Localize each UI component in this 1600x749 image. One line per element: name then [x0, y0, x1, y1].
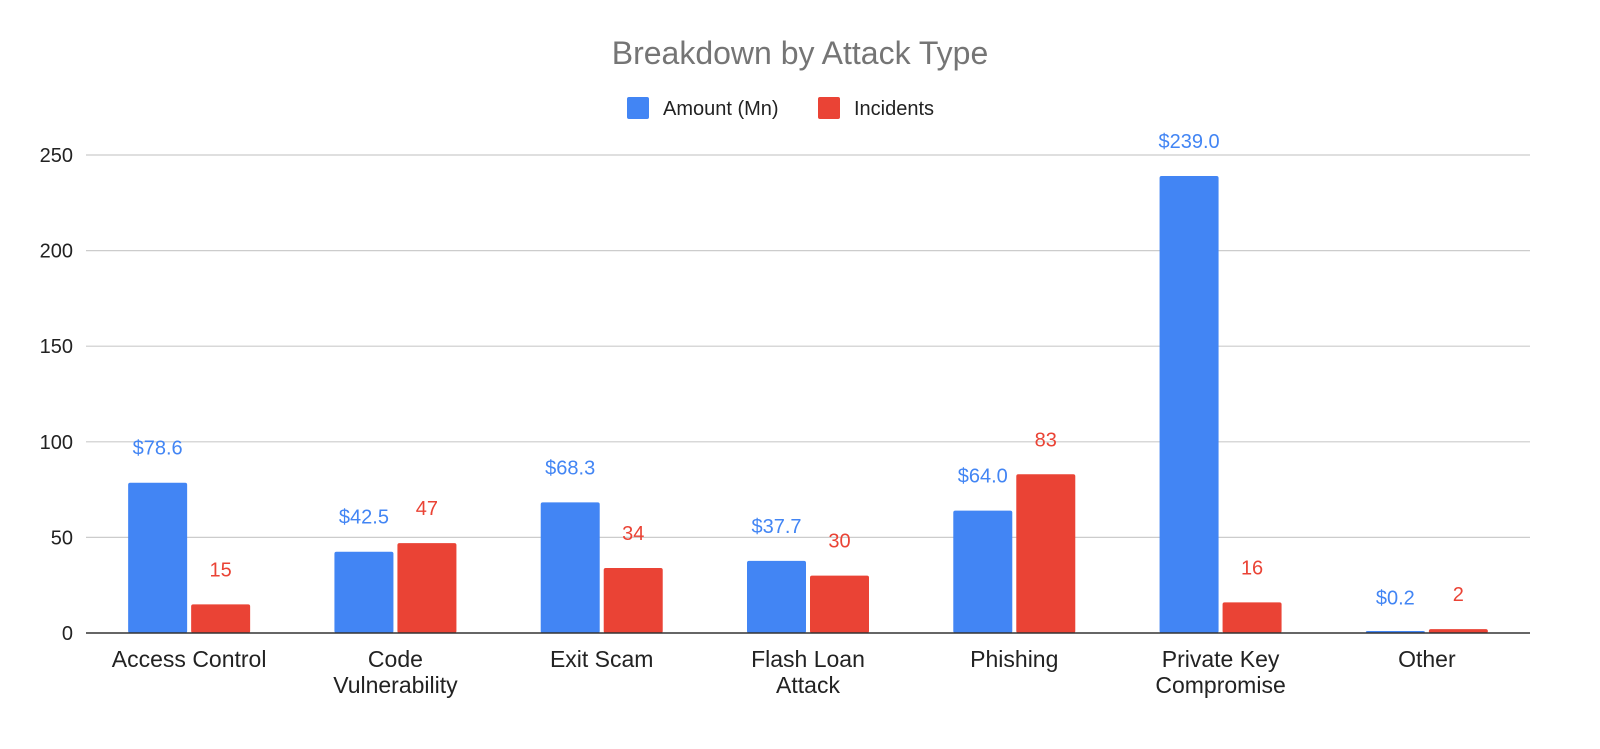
- legend-swatch: [627, 97, 649, 119]
- y-tick-label: 50: [51, 527, 73, 549]
- bar-incidents: [810, 575, 869, 633]
- bar-amount: [953, 510, 1013, 633]
- legend: Amount (Mn) Incidents: [627, 97, 934, 120]
- bar-incidents: [1428, 629, 1488, 633]
- data-label-amount: $78.6: [133, 438, 183, 460]
- legend-swatch: [818, 97, 840, 119]
- bar-incidents: [1016, 474, 1076, 633]
- legend-label: Incidents: [854, 98, 934, 120]
- bar-amount: [334, 551, 394, 633]
- bar-incidents: [603, 567, 663, 633]
- data-label-amount: $42.5: [339, 507, 389, 529]
- y-tick-label: 0: [62, 623, 73, 645]
- bar-incidents: [397, 543, 457, 633]
- x-tick-label-line: Vulnerability: [333, 672, 458, 698]
- data-label-incidents: 15: [210, 559, 232, 581]
- x-tick-label: Phishing: [970, 646, 1058, 672]
- y-tick-label: 200: [40, 241, 73, 263]
- x-tick-label-line: Other: [1398, 646, 1456, 672]
- data-label-amount: $64.0: [958, 466, 1008, 488]
- x-tick-label: Code Vulnerability: [333, 646, 458, 698]
- y-tick-label: 100: [40, 432, 73, 454]
- x-tick-label-line: Attack: [776, 672, 840, 698]
- data-labels: $78.6 15 $42.5 47 $68.3 34 $37.7 30 $64.0 83 $239.…: [133, 131, 1464, 610]
- bar-amount: [1159, 176, 1219, 634]
- x-tick-label-line: Exit Scam: [550, 646, 654, 672]
- y-axis: 0 50 100 150 200 250: [40, 145, 73, 645]
- bar-amount: [128, 482, 188, 633]
- data-label-incidents: 83: [1035, 429, 1057, 451]
- x-tick-label-line: Code: [368, 646, 423, 672]
- x-tick-label: Private Key Compromise: [1155, 646, 1285, 698]
- data-label-incidents: 16: [1241, 557, 1263, 579]
- x-tick-label: Flash Loan Attack: [751, 646, 865, 698]
- x-axis: Access Control Code Vulnerability Exit Scam…: [86, 632, 1530, 698]
- bar-incidents: [191, 604, 251, 633]
- x-tick-label: Access Control: [112, 646, 267, 672]
- data-label-amount: $239.0: [1158, 131, 1219, 153]
- data-label-incidents: 30: [828, 531, 850, 553]
- x-tick-label-line: Private Key: [1162, 646, 1280, 672]
- x-tick-label-line: Compromise: [1155, 672, 1285, 698]
- x-tick-label: Other: [1398, 646, 1456, 672]
- bar-amount: [540, 502, 600, 633]
- chart-title: Breakdown by Attack Type: [612, 35, 989, 71]
- data-label-amount: $68.3: [545, 457, 595, 479]
- data-label-incidents: 34: [622, 523, 644, 545]
- data-label-incidents: 47: [416, 498, 438, 520]
- data-label-amount: $0.2: [1376, 588, 1415, 610]
- bars: [128, 176, 1488, 634]
- y-tick-label: 250: [40, 145, 73, 167]
- x-tick-label: Exit Scam: [550, 646, 654, 672]
- legend-label: Amount (Mn): [663, 98, 779, 120]
- bar-incidents: [1222, 602, 1282, 633]
- gridlines: [86, 154, 1530, 539]
- x-tick-label-line: Phishing: [970, 646, 1058, 672]
- x-tick-label-line: Flash Loan: [751, 646, 865, 672]
- y-tick-label: 150: [40, 336, 73, 358]
- data-label-incidents: 2: [1453, 584, 1464, 606]
- data-label-amount: $37.7: [751, 516, 801, 538]
- x-tick-label-line: Access Control: [112, 646, 267, 672]
- bar-amount: [747, 560, 806, 633]
